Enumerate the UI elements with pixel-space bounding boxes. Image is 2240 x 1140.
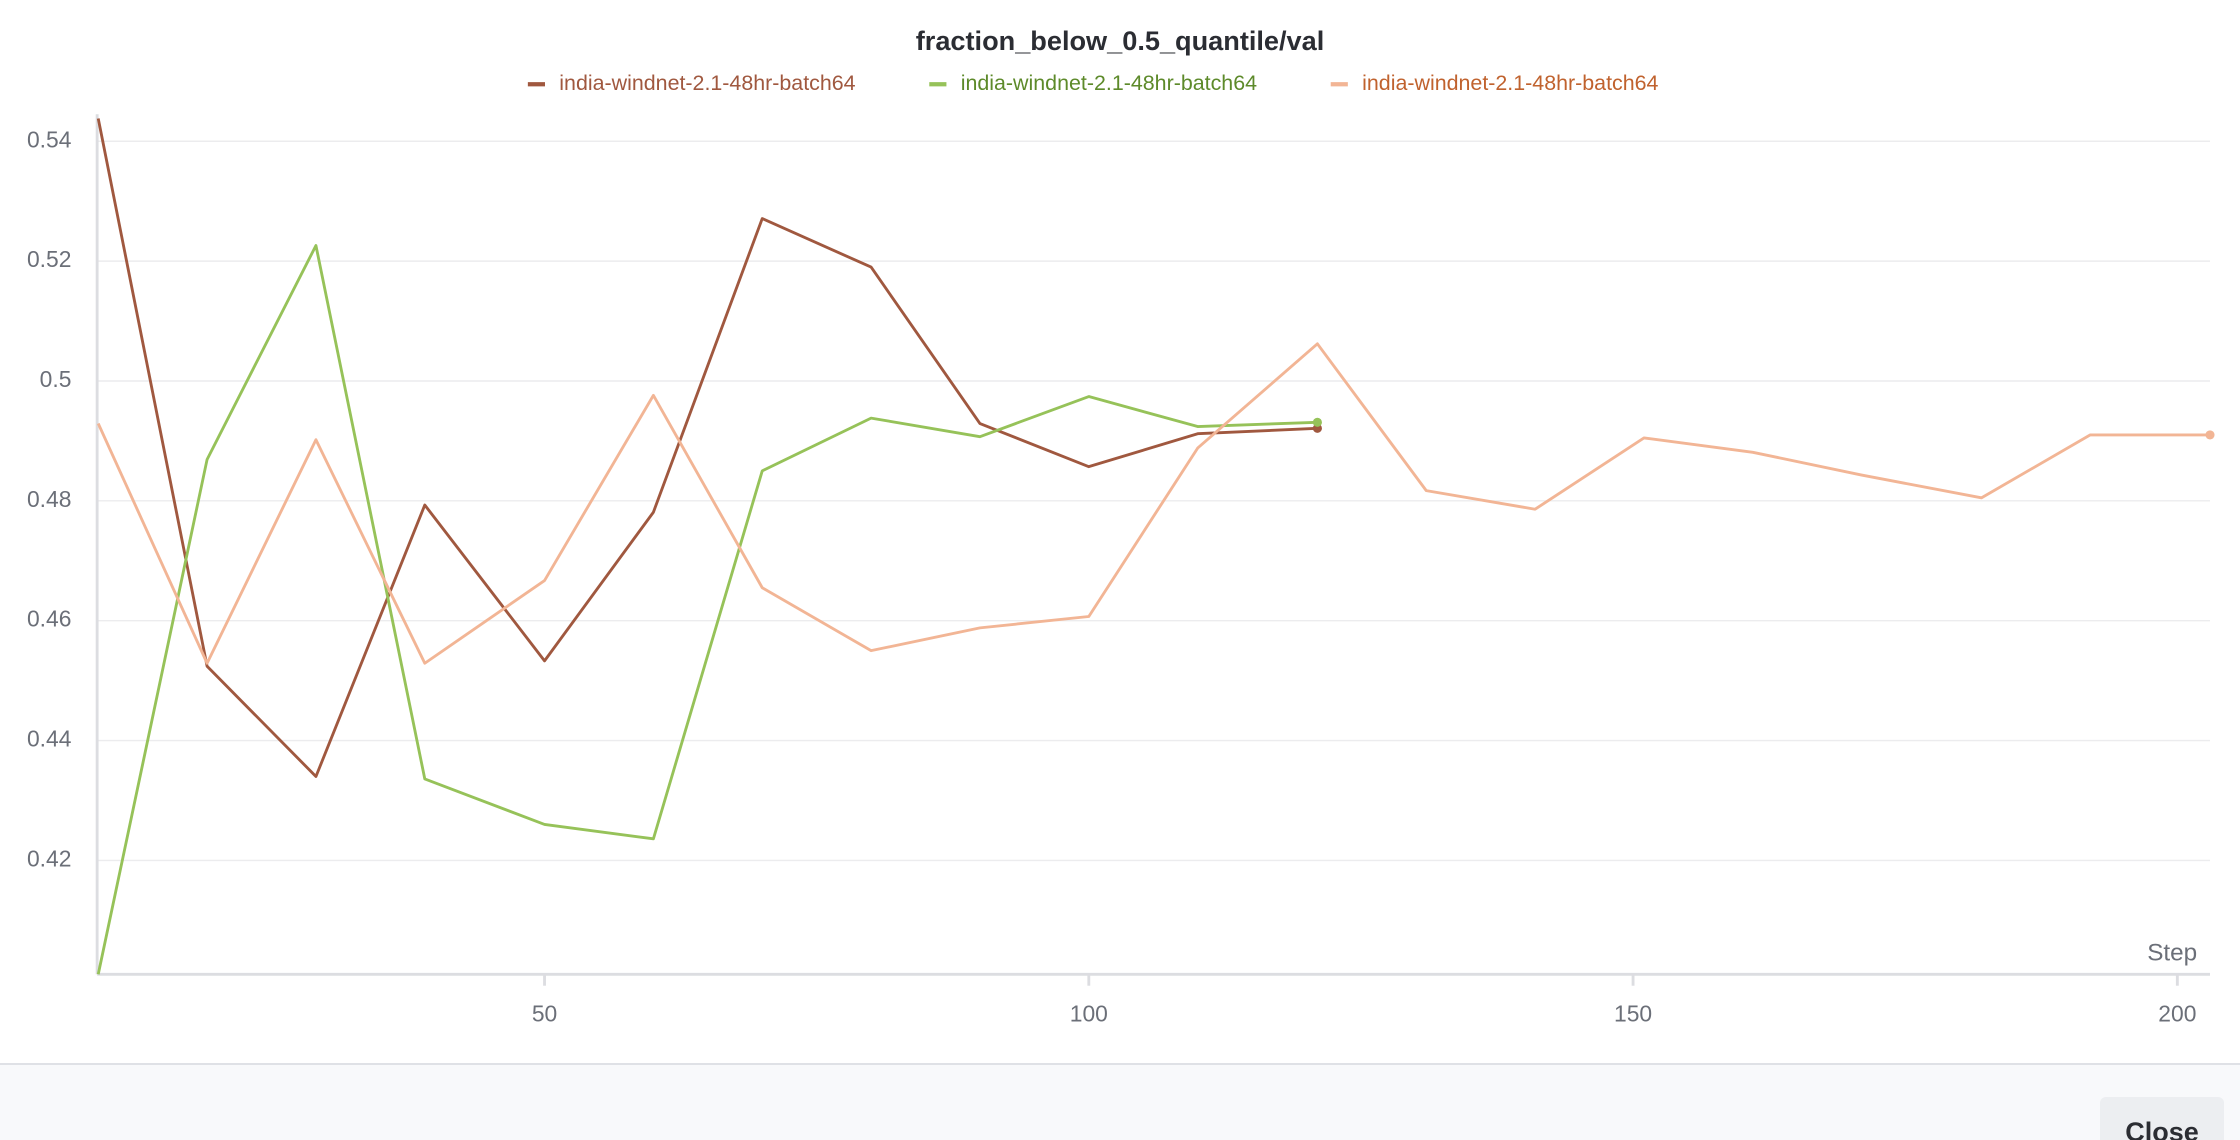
y-tick-label: 0.44 xyxy=(27,726,72,752)
y-tick-label: 0.42 xyxy=(27,845,71,871)
y-tick-label: 0.54 xyxy=(27,126,72,152)
end-point xyxy=(2205,430,2215,440)
y-tick-label: 0.5 xyxy=(40,366,72,392)
legend-label: india-windnet-2.1-48hr-batch64 xyxy=(559,71,855,95)
x-tick-label: 50 xyxy=(532,1001,557,1027)
y-tick-label: 0.48 xyxy=(27,486,71,512)
series-line xyxy=(96,244,1318,975)
legend-label: india-windnet-2.1-48hr-batch64 xyxy=(961,71,1257,95)
legend-label: india-windnet-2.1-48hr-batch64 xyxy=(1362,71,1658,95)
end-point xyxy=(1312,417,1322,427)
x-tick-label: 150 xyxy=(1614,1001,1652,1027)
chart-title: fraction_below_0.5_quantile/val xyxy=(916,25,1325,56)
x-tick-label: 200 xyxy=(2158,1001,2196,1027)
series-line xyxy=(96,342,2210,665)
x-tick-label: 100 xyxy=(1070,1001,1108,1027)
footer xyxy=(0,1063,2240,1140)
series-line xyxy=(96,118,1318,778)
close-button[interactable]: Close xyxy=(2100,1097,2224,1140)
y-tick-label: 0.46 xyxy=(27,606,71,632)
x-axis-label: Step xyxy=(2147,940,2197,967)
y-tick-label: 0.52 xyxy=(27,246,71,272)
